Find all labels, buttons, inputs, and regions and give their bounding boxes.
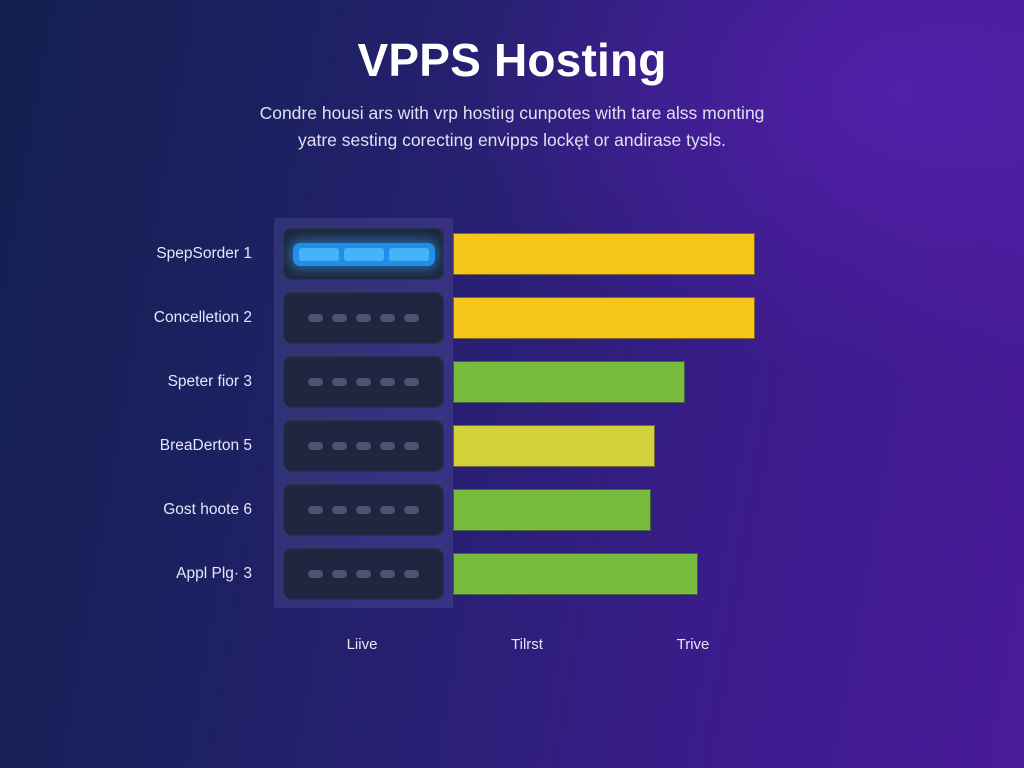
chart-row-label: Gost hoote 6 bbox=[163, 501, 252, 518]
server-led-group bbox=[308, 378, 419, 386]
led-indicator-icon bbox=[404, 442, 419, 450]
chart-bar[interactable] bbox=[453, 297, 755, 339]
led-indicator-icon bbox=[380, 314, 395, 322]
led-indicator-icon bbox=[332, 442, 347, 450]
led-indicator-icon bbox=[380, 506, 395, 514]
server-led-group bbox=[308, 570, 419, 578]
led-indicator-icon bbox=[356, 314, 371, 322]
led-indicator-icon bbox=[380, 570, 395, 578]
server-unit[interactable] bbox=[283, 420, 444, 472]
page-subtitle: Condre housi ars with vrp hostiıg cunpot… bbox=[162, 100, 862, 154]
server-unit[interactable] bbox=[283, 484, 444, 536]
server-rack-panel bbox=[274, 218, 453, 608]
server-led-group bbox=[292, 242, 435, 266]
chart-row: Concelletion 2 bbox=[0, 292, 1024, 344]
chart-row-label: BreaDerton 5 bbox=[159, 437, 252, 454]
led-segment-icon bbox=[298, 247, 339, 261]
x-axis-tick-label: Liive bbox=[346, 636, 378, 653]
chart-bar[interactable] bbox=[453, 425, 655, 467]
led-indicator-icon bbox=[332, 378, 347, 386]
led-indicator-icon bbox=[332, 570, 347, 578]
x-axis-tick-label: Trive bbox=[676, 636, 710, 653]
led-indicator-icon bbox=[404, 570, 419, 578]
chart-row-label: SpepSorder 1 bbox=[156, 245, 252, 262]
page-header: VPPS Hosting Condre housi ars with vrp h… bbox=[0, 0, 1024, 155]
led-indicator-icon bbox=[380, 378, 395, 386]
chart-row-label: Speter fior 3 bbox=[167, 373, 252, 390]
chart-bar[interactable] bbox=[453, 361, 685, 403]
server-unit[interactable] bbox=[283, 228, 444, 280]
led-indicator-icon bbox=[356, 506, 371, 514]
server-unit[interactable] bbox=[283, 356, 444, 408]
server-active-led-strip-icon bbox=[292, 242, 435, 266]
server-led-group bbox=[308, 314, 419, 322]
led-indicator-icon bbox=[356, 570, 371, 578]
led-indicator-icon bbox=[356, 442, 371, 450]
led-indicator-icon bbox=[404, 314, 419, 322]
chart-bar[interactable] bbox=[453, 233, 755, 275]
chart-row: BreaDerton 5 bbox=[0, 420, 1024, 472]
led-indicator-icon bbox=[308, 378, 323, 386]
led-segment-icon bbox=[388, 247, 429, 261]
chart-row-label: Concelletion 2 bbox=[153, 309, 252, 326]
chart-row: Speter fior 3 bbox=[0, 356, 1024, 408]
led-indicator-icon bbox=[308, 506, 323, 514]
chart-bar[interactable] bbox=[453, 489, 651, 531]
chart-row: SpepSorder 1 bbox=[0, 228, 1024, 280]
chart-row-label: Appl Plg· 3 bbox=[176, 565, 252, 582]
led-indicator-icon bbox=[380, 442, 395, 450]
led-indicator-icon bbox=[404, 506, 419, 514]
led-indicator-icon bbox=[308, 570, 323, 578]
chart-row: Gost hoote 6 bbox=[0, 484, 1024, 536]
chart-row: Appl Plg· 3 bbox=[0, 548, 1024, 600]
led-indicator-icon bbox=[308, 442, 323, 450]
server-unit[interactable] bbox=[283, 292, 444, 344]
chart-x-axis: Liive Tilrst Trive bbox=[0, 636, 1024, 666]
led-indicator-icon bbox=[404, 378, 419, 386]
page-subtitle-line-2: yatre sesting corecting envipps lockęt o… bbox=[298, 130, 726, 151]
led-indicator-icon bbox=[332, 314, 347, 322]
server-led-group bbox=[308, 506, 419, 514]
server-led-group bbox=[308, 442, 419, 450]
chart-bar[interactable] bbox=[453, 553, 698, 595]
server-unit[interactable] bbox=[283, 548, 444, 600]
led-segment-icon bbox=[343, 247, 384, 261]
led-indicator-icon bbox=[356, 378, 371, 386]
page-subtitle-line-1: Condre housi ars with vrp hostiıg cunpot… bbox=[259, 103, 765, 124]
led-indicator-icon bbox=[332, 506, 347, 514]
page-title: VPPS Hosting bbox=[357, 34, 667, 86]
x-axis-tick-label: Tilrst bbox=[511, 636, 543, 653]
led-indicator-icon bbox=[308, 314, 323, 322]
